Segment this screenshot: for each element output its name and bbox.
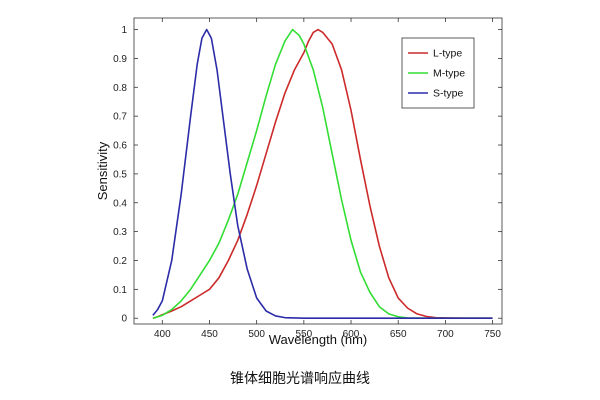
x-tick-label: 700 (437, 329, 454, 340)
y-tick-label: 0.4 (113, 198, 127, 209)
x-tick-label: 400 (154, 329, 171, 340)
plot-frame (133, 17, 503, 325)
y-tick-label: 0.1 (113, 285, 127, 296)
y-tick-label: 0.3 (113, 227, 127, 238)
series-lines (152, 28, 493, 320)
y-tick-label: 1 (121, 25, 127, 36)
y-tick-label: 0.8 (113, 83, 127, 94)
legend: L-type M-type S-type (401, 37, 475, 109)
legend-label-l-type: L-type (433, 48, 462, 60)
y-tick-label: 0.7 (113, 112, 127, 123)
series-line-l-type (152, 28, 493, 320)
x-tick-label: 650 (390, 329, 407, 340)
series-line-m-type (152, 28, 493, 320)
y-tick-label: 0.9 (113, 54, 127, 65)
y-tick-label: 0 (121, 314, 127, 325)
x-tick-label: 550 (296, 329, 313, 340)
y-tick-label: 0.5 (113, 169, 127, 180)
x-axis: 400 450 500 550 600 650 700 750 (154, 18, 501, 340)
y-tick-label: 0.6 (113, 141, 127, 152)
legend-label-m-type: M-type (433, 68, 465, 80)
x-tick-label: 600 (343, 329, 360, 340)
x-tick-label: 750 (484, 329, 501, 340)
x-axis-title: Wavelength (nm) (269, 332, 368, 347)
y-tick-label: 0.2 (113, 256, 127, 267)
y-axis: 0 0.1 0.2 0.3 0.4 0.5 0.6 0.7 0.8 0.9 1 (113, 25, 502, 325)
figure-caption: 锥体细胞光谱响应曲线 (230, 371, 370, 387)
legend-label-s-type: S-type (433, 88, 464, 100)
series-line-s-type (152, 28, 493, 320)
x-tick-label: 500 (248, 329, 265, 340)
x-tick-label: 450 (201, 329, 218, 340)
y-axis-title: Sensitivity (95, 141, 110, 200)
